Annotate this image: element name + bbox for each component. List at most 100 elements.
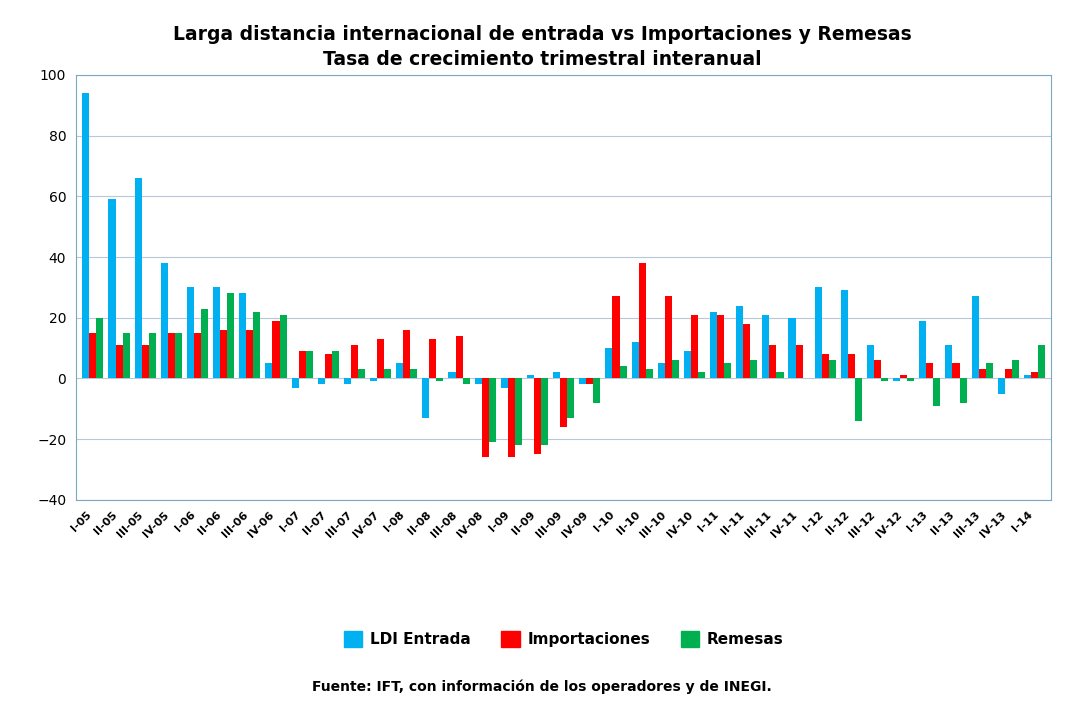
Bar [855,378,862,421]
Text: Fuente: IFT, con información de los operadores y de INEGI.: Fuente: IFT, con información de los oper… [312,680,772,694]
Bar [272,321,280,378]
Bar [567,378,575,418]
Legend: LDI Entrada, Importaciones, Remesas: LDI Entrada, Importaciones, Remesas [338,625,789,653]
Bar [848,354,855,378]
Bar [586,378,593,384]
Bar [1024,376,1031,378]
Bar [396,363,403,378]
Bar [318,378,325,384]
Bar [881,378,888,381]
Bar [927,363,933,378]
Bar [201,308,208,378]
Bar [370,378,377,381]
Bar [194,333,201,378]
Bar [997,378,1005,393]
Bar [246,330,254,378]
Bar [919,321,927,378]
Bar [134,178,142,378]
Bar [298,351,306,378]
Bar [985,363,993,378]
Bar [292,378,298,388]
Bar [829,360,836,378]
Bar [612,296,620,378]
Bar [377,339,384,378]
Bar [632,342,638,378]
Bar [822,354,829,378]
Bar [89,333,96,378]
Bar [698,372,705,378]
Bar [96,318,103,378]
Text: Larga distancia internacional de entrada vs Importaciones y Remesas: Larga distancia internacional de entrada… [172,25,912,44]
Bar [515,378,522,446]
Bar [718,315,724,378]
Bar [358,369,365,378]
Bar [280,315,286,378]
Bar [228,293,234,378]
Bar [605,348,612,378]
Bar [429,339,437,378]
Bar [527,376,534,378]
Bar [900,376,907,378]
Bar [959,378,967,403]
Bar [1011,360,1019,378]
Bar [325,354,332,378]
Bar [455,336,463,378]
Bar [475,378,481,384]
Bar [953,363,959,378]
Bar [593,378,601,403]
Bar [684,351,691,378]
Bar [489,378,495,442]
Bar [507,378,515,457]
Bar [664,296,672,378]
Bar [638,263,646,378]
Bar [750,360,758,378]
Bar [788,318,796,378]
Bar [691,315,698,378]
Bar [423,378,429,418]
Text: Tasa de crecimiento trimestral interanual: Tasa de crecimiento trimestral interanua… [323,50,761,69]
Bar [214,287,220,378]
Bar [168,333,175,378]
Bar [410,369,417,378]
Bar [620,366,627,378]
Bar [979,369,985,378]
Bar [841,291,848,378]
Bar [1031,372,1038,378]
Bar [463,378,469,384]
Bar [254,311,260,378]
Bar [351,345,358,378]
Bar [815,287,822,378]
Bar [658,363,664,378]
Bar [874,360,881,378]
Bar [560,378,567,427]
Bar [116,345,122,378]
Bar [306,351,312,378]
Bar [481,378,489,457]
Bar [646,369,653,378]
Bar [437,378,443,381]
Bar [122,333,130,378]
Bar [762,315,770,378]
Bar [384,369,391,378]
Bar [449,372,455,378]
Bar [344,378,351,384]
Bar [332,351,339,378]
Bar [534,378,541,454]
Bar [501,378,507,388]
Bar [907,378,914,381]
Bar [403,330,410,378]
Bar [108,199,116,378]
Bar [724,363,732,378]
Bar [710,311,718,378]
Bar [541,378,549,446]
Bar [945,345,953,378]
Bar [736,306,744,378]
Bar [1005,369,1011,378]
Bar [142,345,149,378]
Bar [744,324,750,378]
Bar [867,345,874,378]
Bar [796,345,802,378]
Bar [220,330,228,378]
Bar [186,287,194,378]
Bar [770,345,776,378]
